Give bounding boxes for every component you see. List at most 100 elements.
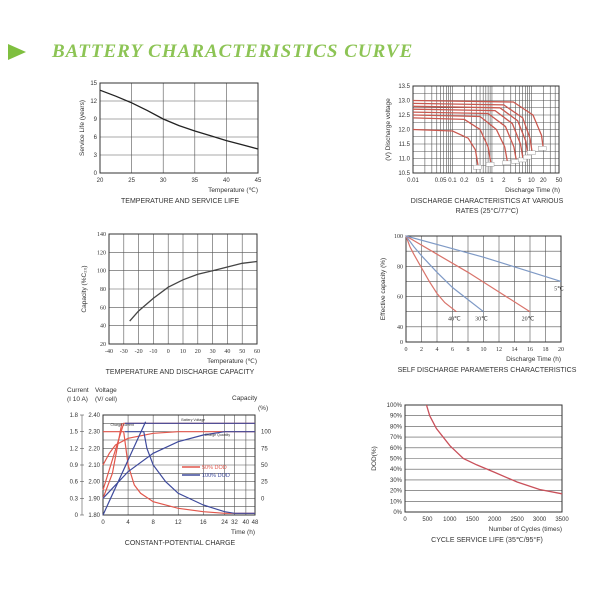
y-tick-label: 40	[397, 325, 403, 331]
x-tick-label: 2	[420, 347, 423, 353]
series-label: 20℃	[522, 317, 535, 323]
y-tick-label: 2.20	[88, 446, 100, 452]
y-tick-label: 70%	[390, 435, 403, 441]
legend-label: 100% DOD	[202, 473, 230, 479]
gridlines	[412, 85, 560, 174]
series-label: 30℃	[475, 317, 488, 323]
y-tick-label: 10%	[390, 499, 403, 505]
y-tick-label: 40%	[390, 467, 403, 473]
y-tick-label: 60%	[390, 446, 403, 452]
x-tick-label: 30	[210, 349, 216, 355]
x-tick-label: 30	[160, 178, 167, 184]
x-tick-label: 16	[200, 520, 207, 526]
y-tick-label: 11.0	[399, 157, 411, 163]
x-tick-label: 1000	[443, 517, 457, 523]
series-line	[124, 431, 255, 514]
y-tick-label: 13.5	[398, 84, 410, 90]
plot-frame	[99, 82, 259, 174]
x-tick-label: 10	[481, 347, 487, 353]
chart-2: 0.01 0.05 0.1 0.2 0.5 1 2 5 10 20 50 10.5 11.0 11.5 12…	[385, 84, 564, 215]
x-tick-label: 12	[496, 347, 502, 353]
plot-frame	[108, 233, 258, 345]
x-tick-label: -20	[135, 349, 143, 355]
y-tick-label: 60	[397, 295, 403, 301]
current-tick-label: 1.2	[70, 446, 79, 452]
series-line	[412, 99, 544, 149]
current-tick-label: 1.5	[70, 430, 79, 436]
x-tick-label: 16	[527, 347, 533, 353]
x-tick-label: 8	[151, 520, 155, 526]
gridlines	[99, 82, 259, 174]
x-tick-label: 0	[403, 517, 407, 523]
x-tick-label: -30	[120, 349, 128, 355]
rate-marker	[518, 157, 527, 163]
capacity-tick-label: 25	[261, 480, 268, 486]
y-tick-label: 2.40	[88, 413, 100, 419]
x-tick-label: 0.01	[407, 178, 419, 184]
series-label: 5℃	[554, 286, 564, 292]
plot-frame	[404, 404, 563, 513]
series-line	[412, 128, 479, 168]
x-axis-label: Time (h)	[231, 529, 255, 536]
x-tick-label: 4	[126, 520, 130, 526]
annotation: Charge current	[111, 423, 134, 427]
y-tick-label: 0	[400, 340, 403, 346]
current-tick-label: 0.3	[70, 496, 79, 502]
series-line	[99, 89, 259, 150]
capacity-label: Capacity	[232, 395, 258, 402]
series-line	[102, 431, 255, 499]
x-tick-label: 50	[239, 349, 245, 355]
y-tick-label: 90%	[390, 414, 403, 420]
x-tick-label: 45	[255, 178, 262, 184]
x-tick-label: 0.1	[448, 178, 457, 184]
x-tick-label: 10	[528, 178, 535, 184]
y-tick-label: 1.80	[88, 513, 100, 519]
y-tick-label: 140	[97, 232, 106, 238]
x-tick-label: 500	[422, 517, 433, 523]
y-tick-label: 2.10	[88, 463, 100, 469]
y-axis-label: (V) Discharge voltage	[385, 98, 392, 161]
x-tick-label: 20	[97, 178, 104, 184]
series-label: 40℃	[448, 317, 461, 323]
capacity-tick-label: 75	[261, 446, 268, 452]
x-tick-label: 0.2	[460, 178, 469, 184]
x-tick-label: -40	[105, 349, 113, 355]
y-tick-label: 9	[94, 117, 98, 123]
x-tick-label: 48	[252, 520, 259, 526]
series-line	[412, 117, 492, 165]
x-tick-label: 20	[540, 178, 547, 184]
chart-caption: DISCHARGE CHARACTERISTICS AT VARIOUS	[411, 198, 564, 205]
chart-5: 0 4 8 12 16 24 32 40 481.801.902.002.102.202.302…	[67, 387, 272, 547]
series-line	[102, 421, 147, 516]
y-tick-label: 100	[97, 269, 106, 275]
chart-4: 0 2 4 6 8 10 12 14 16 18 20 40 60 80 100 0 Discharge Tim…	[380, 234, 577, 374]
x-tick-label: 0	[101, 520, 105, 526]
rate-marker	[473, 164, 482, 170]
y-tick-label: 12	[90, 99, 97, 105]
series-line	[102, 431, 255, 466]
y-tick-label: 80	[100, 287, 106, 293]
y-tick-label: 0%	[393, 510, 402, 516]
voltage-label: Voltage	[95, 387, 117, 394]
chart-caption: TEMPERATURE AND DISCHARGE CAPACITY	[106, 369, 255, 376]
x-axis-label: Discharge Time (h)	[505, 187, 560, 194]
series-line	[412, 102, 533, 153]
series-line	[129, 260, 258, 322]
y-tick-label: 100%	[387, 403, 403, 409]
y-tick-label: 60	[100, 305, 106, 311]
current-tick-label: 0	[75, 513, 79, 519]
x-tick-label: 10	[180, 349, 186, 355]
series-line	[102, 423, 123, 499]
x-tick-label: 0	[167, 349, 170, 355]
y-tick-label: 3	[94, 153, 98, 159]
y-tick-label: 12.0	[398, 128, 410, 134]
y-tick-label: 20	[100, 342, 106, 348]
y-tick-label: 30%	[390, 478, 403, 484]
chart-1: 20 25 30 35 40 45 0 3 6 9 12 15 Temperature (℃) Servi…	[79, 81, 262, 205]
x-axis-label: Number of Cycles (times)	[489, 526, 562, 533]
x-tick-label: 40	[223, 178, 230, 184]
chart-caption: TEMPERATURE AND SERVICE LIFE	[121, 198, 239, 205]
x-tick-label: 1500	[466, 517, 480, 523]
x-tick-label: 2	[502, 178, 506, 184]
